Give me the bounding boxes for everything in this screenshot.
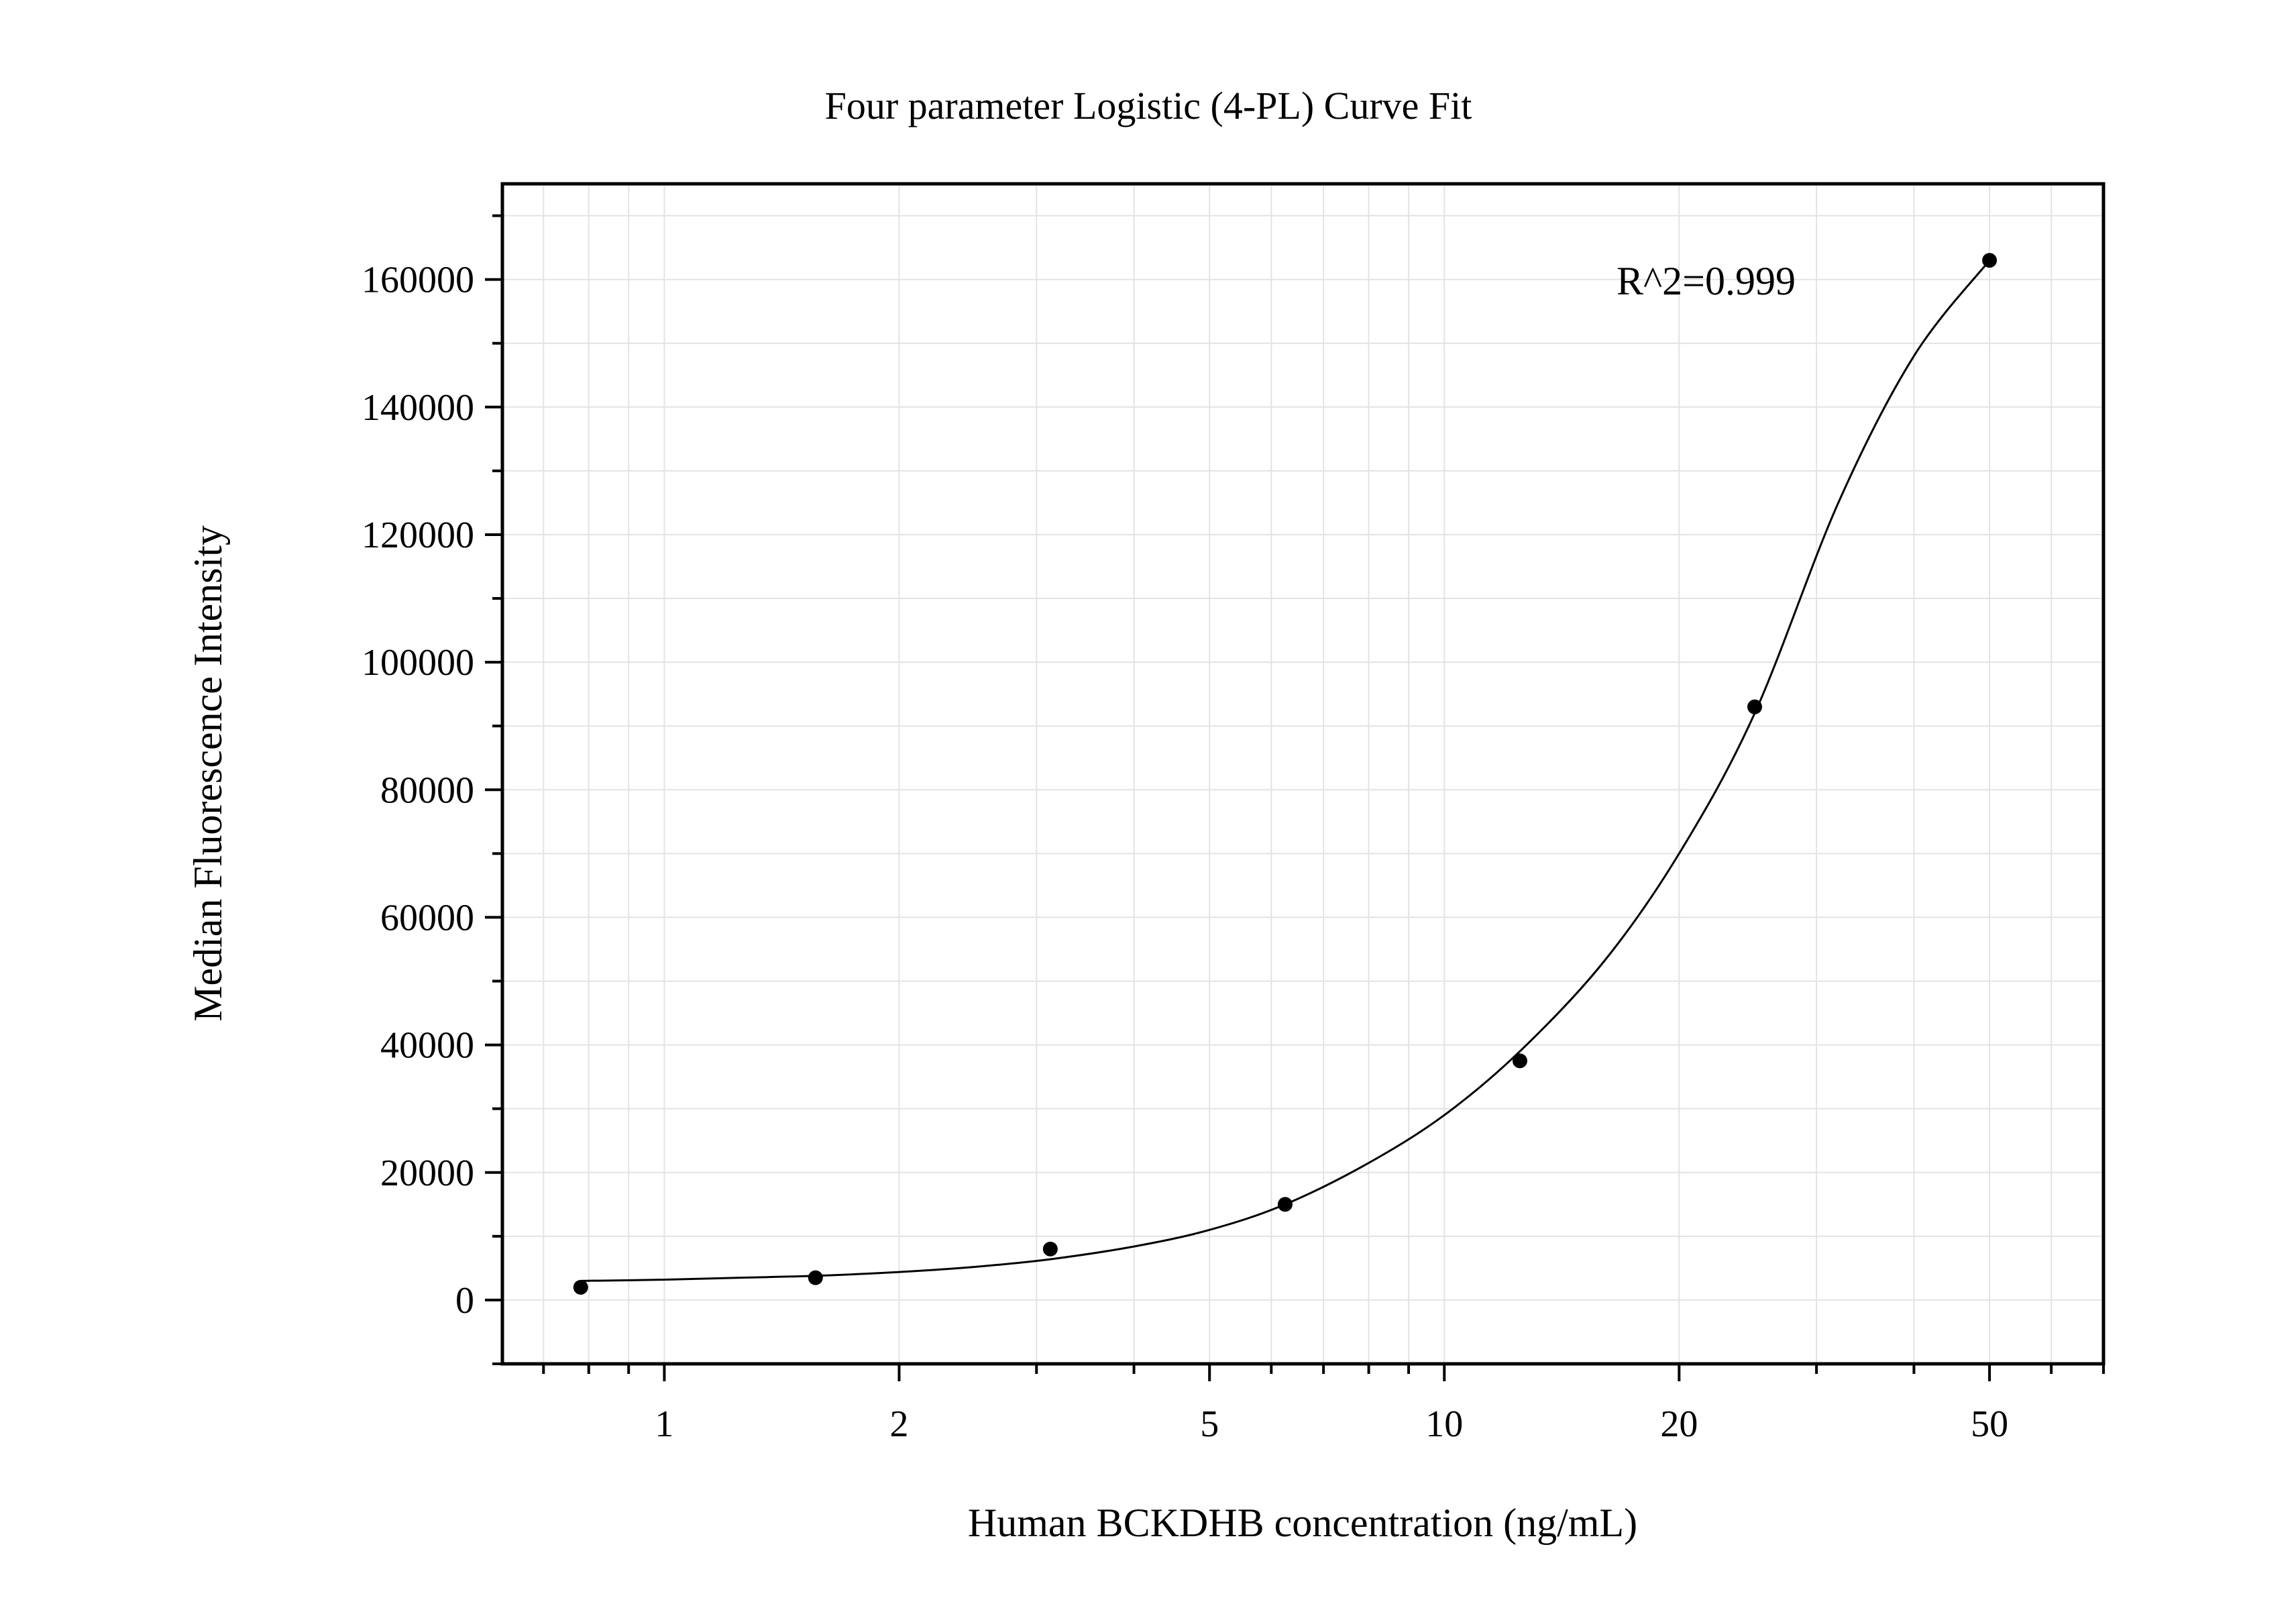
x-axis-label: Human BCKDHB concentration (ng/mL): [968, 1501, 1637, 1545]
data-point: [1042, 1241, 1058, 1257]
x-tick-label: 20: [1660, 1403, 1698, 1445]
r-squared-annotation: R^2=0.999: [1617, 259, 1796, 303]
data-points: [573, 253, 1998, 1295]
x-tick-label: 50: [1971, 1403, 2008, 1445]
x-tick-label: 5: [1200, 1403, 1219, 1445]
y-tick-label: 140000: [362, 387, 474, 429]
y-tick-label: 80000: [380, 769, 474, 811]
plot-frame: [500, 182, 2106, 1366]
y-tick-label: 60000: [380, 897, 474, 939]
data-point: [1277, 1197, 1293, 1212]
y-axis-label: Median Fluorescence Intensity: [186, 525, 230, 1022]
fit-curve-layer: [580, 260, 1991, 1282]
x-axis: 1 2 5 10 20 50: [542, 1364, 2105, 1445]
y-tick-label: 160000: [362, 260, 474, 301]
y-tick-label: 100000: [362, 642, 474, 684]
data-point: [1982, 253, 1998, 268]
x-tick-label: 2: [889, 1403, 908, 1445]
data-point: [573, 1279, 588, 1295]
fit-curve-line: [580, 260, 1991, 1282]
chart-title: Four parameter Logistic (4-PL) Curve Fit: [825, 84, 1472, 127]
y-tick-label: 40000: [380, 1025, 474, 1067]
y-tick-label: 0: [455, 1280, 474, 1322]
y-axis: 0 20000 40000 60000 80000 100000 120000 140000 1…: [362, 214, 502, 1365]
y-tick-label: 120000: [362, 515, 474, 556]
x-tick-label: 1: [655, 1403, 673, 1445]
data-point: [1512, 1053, 1527, 1069]
x-tick-label: 10: [1425, 1403, 1463, 1445]
data-point: [808, 1270, 823, 1285]
y-tick-label: 20000: [380, 1153, 474, 1194]
data-point: [1747, 699, 1763, 714]
